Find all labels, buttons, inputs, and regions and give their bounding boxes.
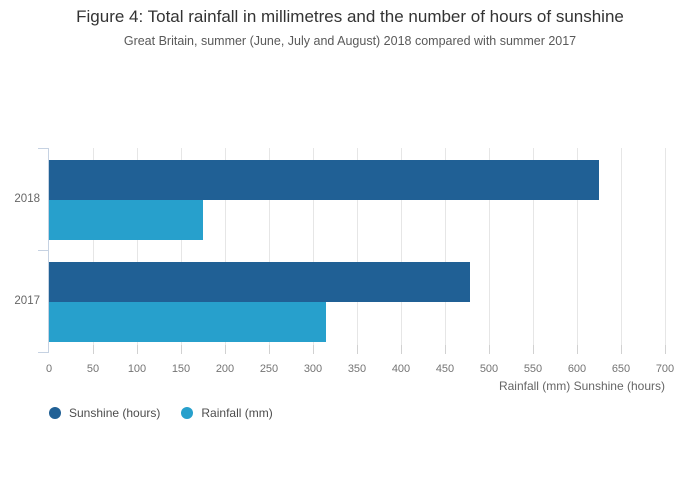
legend: Sunshine (hours) Rainfall (mm) [49, 406, 273, 420]
chart-title: Figure 4: Total rainfall in millimetres … [76, 7, 624, 26]
x-tick-400 [401, 345, 402, 354]
x-tick-label-0: 0 [45, 363, 53, 375]
x-tick-label-650: 650 [611, 363, 631, 375]
x-tick-label-150: 150 [171, 363, 191, 375]
x-tick-650 [621, 345, 622, 354]
gridline-600 [577, 148, 578, 352]
bar-2017-sunshine-hours[interactable] [49, 262, 470, 302]
x-tick-500 [489, 345, 490, 354]
x-tick-label-350: 350 [347, 363, 367, 375]
x-tick-600 [577, 345, 578, 354]
x-tick-450 [445, 345, 446, 354]
legend-marker-rainfall-mm [181, 407, 194, 419]
x-tick-200 [225, 345, 226, 354]
y-category-label-2018: 2018 [14, 193, 40, 205]
y-category-label-2017: 2017 [14, 295, 40, 307]
x-tick-label-700: 700 [655, 363, 675, 375]
legend-item-sunshine-hours[interactable]: Sunshine (hours) [49, 406, 160, 420]
gridline-500 [489, 148, 490, 352]
legend-label: Sunshine (hours) [69, 406, 161, 420]
gridline-300 [313, 148, 314, 352]
x-tick-label-600: 600 [567, 363, 587, 375]
gridline-450 [445, 148, 446, 352]
x-tick-label-500: 500 [479, 363, 499, 375]
bar-2018-sunshine-hours[interactable] [49, 160, 599, 200]
x-tick-label-450: 450 [435, 363, 455, 375]
x-tick-350 [357, 345, 358, 354]
x-tick-550 [533, 345, 534, 354]
x-tick-label-400: 400 [391, 363, 411, 375]
gridline-50 [93, 148, 94, 352]
x-tick-label-50: 50 [86, 363, 100, 375]
bar-2018-rainfall-mm[interactable] [49, 200, 203, 240]
gridline-550 [533, 148, 534, 352]
x-axis-title: Rainfall (mm) Sunshine (hours) [498, 379, 665, 393]
plot-area [49, 148, 666, 352]
y-axis-tick [38, 352, 49, 353]
gridline-650 [621, 148, 622, 352]
y-axis-tick [38, 250, 49, 251]
gridline-100 [137, 148, 138, 352]
gridline-350 [357, 148, 358, 352]
legend-marker-sunshine-hours [49, 407, 61, 419]
x-tick-250 [269, 345, 270, 354]
y-axis-tick [38, 148, 49, 149]
x-tick-label-550: 550 [523, 363, 543, 375]
legend-label: Rainfall (mm) [201, 406, 273, 420]
x-tick-150 [181, 345, 182, 354]
gridline-150 [181, 148, 182, 352]
x-tick-label-200: 200 [215, 363, 235, 375]
gridline-400 [401, 148, 402, 352]
chart-subtitle: Great Britain, summer (June, July and Au… [123, 34, 577, 48]
x-tick-label-100: 100 [127, 363, 147, 375]
bar-2017-rainfall-mm[interactable] [49, 302, 327, 342]
x-tick-700 [665, 345, 666, 354]
legend-item-rainfall-mm[interactable]: Rainfall (mm) [181, 406, 273, 420]
x-tick-100 [137, 345, 138, 354]
gridline-200 [225, 148, 226, 352]
gridline-700 [665, 148, 666, 352]
x-tick-300 [313, 345, 314, 354]
x-tick-label-300: 300 [303, 363, 323, 375]
x-tick-50 [93, 345, 94, 354]
x-tick-label-250: 250 [259, 363, 279, 375]
gridline-250 [269, 148, 270, 352]
